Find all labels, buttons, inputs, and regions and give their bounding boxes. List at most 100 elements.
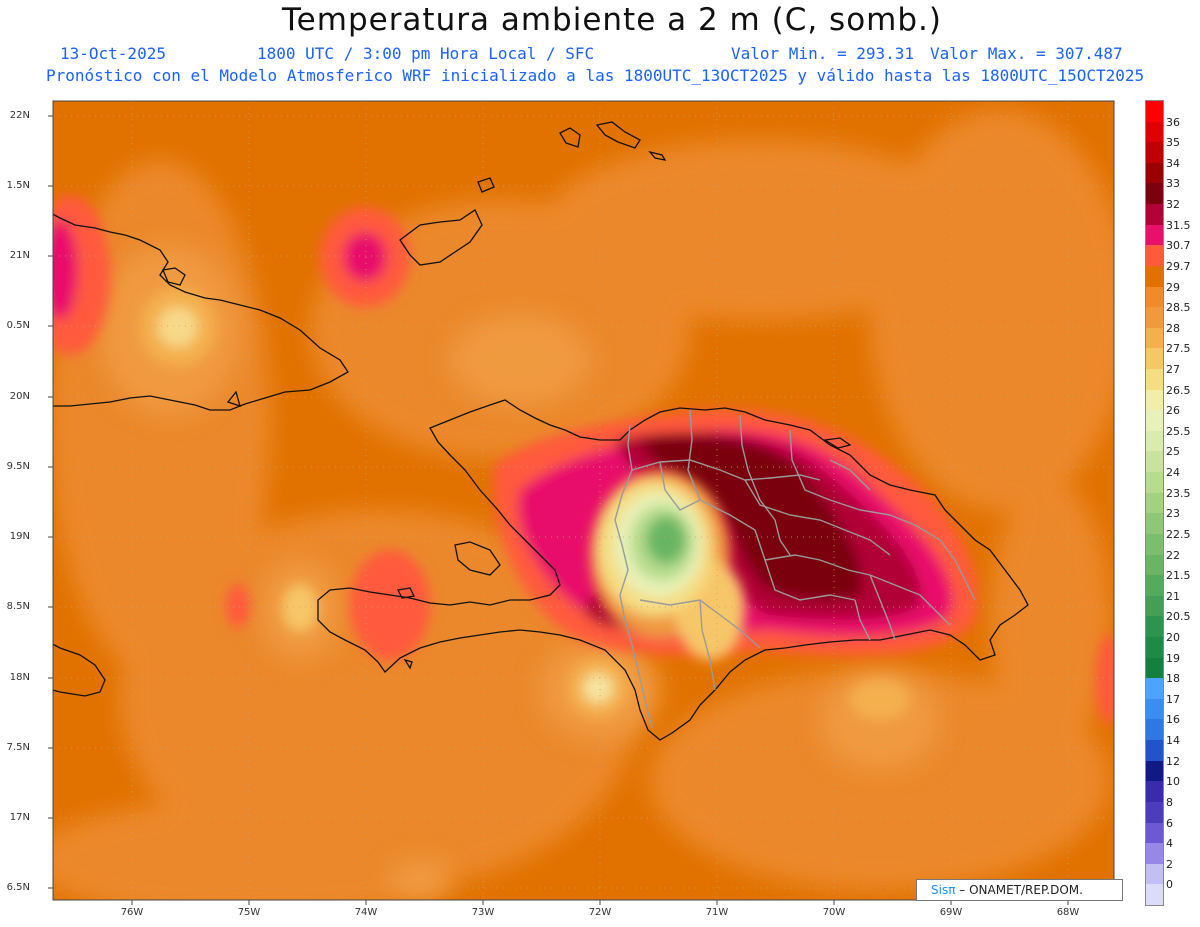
lat-label: 7.5N bbox=[6, 742, 30, 753]
colorbar-swatch bbox=[1146, 616, 1163, 638]
colorbar-swatch bbox=[1146, 121, 1163, 143]
colorbar-tick-label: 17 bbox=[1166, 692, 1180, 706]
colorbar-swatch bbox=[1146, 348, 1163, 370]
colorbar-tick-label: 26 bbox=[1166, 404, 1180, 418]
colorbar-tick-label: 22 bbox=[1166, 548, 1180, 562]
colorbar-swatch bbox=[1146, 101, 1163, 123]
lon-label: 70W bbox=[822, 907, 846, 918]
colorbar-swatch bbox=[1146, 822, 1163, 844]
colorbar-tick-label: 24 bbox=[1166, 466, 1180, 480]
colorbar-tick-label: 16 bbox=[1166, 713, 1180, 727]
lat-label: 1.5N bbox=[6, 180, 30, 191]
colorbar-swatch bbox=[1146, 637, 1163, 659]
colorbar-swatch bbox=[1146, 801, 1163, 824]
colorbar-swatch bbox=[1146, 327, 1163, 349]
colorbar-tick-label: 21 bbox=[1166, 589, 1180, 603]
colorbar bbox=[1145, 100, 1164, 906]
colorbar-tick-label: 29.7 bbox=[1166, 259, 1191, 273]
colorbar-swatch bbox=[1146, 863, 1163, 885]
colorbar-tick-label: 26.5 bbox=[1166, 383, 1191, 397]
colorbar-tick-label: 21.5 bbox=[1166, 569, 1191, 583]
colorbar-swatch bbox=[1146, 554, 1163, 576]
colorbar-swatch bbox=[1146, 162, 1163, 184]
lon-label: 75W bbox=[237, 907, 261, 918]
credit-org: – ONAMET/REP.DOM. bbox=[959, 883, 1083, 897]
colorbar-tick-label: 19 bbox=[1166, 651, 1180, 665]
colorbar-swatch bbox=[1146, 513, 1163, 535]
colorbar-tick-label: 27 bbox=[1166, 363, 1180, 376]
colorbar-tick-label: 25 bbox=[1166, 445, 1180, 459]
lon-label: 71W bbox=[705, 907, 729, 918]
lon-label: 74W bbox=[354, 907, 378, 918]
colorbar-swatch bbox=[1146, 781, 1163, 803]
colorbar-tick-label: 20.5 bbox=[1166, 610, 1191, 624]
lat-label: 8.5N bbox=[6, 601, 30, 612]
colorbar-swatch bbox=[1146, 410, 1163, 432]
colorbar-swatch bbox=[1146, 533, 1163, 556]
map-title: Temperatura ambiente a 2 m (C, somb.) bbox=[282, 2, 942, 38]
lat-label: 20N bbox=[9, 391, 30, 402]
colorbar-swatch bbox=[1146, 575, 1163, 597]
colorbar-tick-label: 27.5 bbox=[1166, 342, 1191, 356]
colorbar-swatch bbox=[1146, 245, 1163, 267]
colorbar-swatch bbox=[1146, 884, 1163, 906]
forecast-description: Pronóstico con el Modelo Atmosferico WRF… bbox=[46, 66, 1145, 85]
colorbar-swatch bbox=[1146, 657, 1163, 679]
colorbar-tick-label: 6 bbox=[1166, 816, 1173, 830]
colorbar-tick-label: 31.5 bbox=[1166, 218, 1191, 232]
colorbar-swatch bbox=[1146, 224, 1163, 246]
colorbar-swatch bbox=[1146, 719, 1163, 741]
colorbar-tick-label: 34 bbox=[1166, 156, 1180, 170]
colorbar-tick-label: 18 bbox=[1166, 672, 1180, 686]
max-value: Valor Max. = 307.487 bbox=[930, 44, 1123, 63]
colorbar-tick-label: 12 bbox=[1166, 754, 1180, 768]
colorbar-tick-label: 20 bbox=[1166, 631, 1180, 644]
colorbar-tick-label: 29 bbox=[1166, 280, 1180, 294]
lon-label: 69W bbox=[939, 907, 963, 918]
lon-label: 72W bbox=[588, 907, 612, 918]
colorbar-tick-label: 33 bbox=[1166, 177, 1180, 191]
colorbar-tick-label: 28.5 bbox=[1166, 301, 1191, 315]
forecast-date: 13-Oct-2025 bbox=[60, 44, 166, 63]
colorbar-tick-label: 4 bbox=[1166, 837, 1173, 851]
credit-brand: Sisπ bbox=[931, 883, 956, 897]
colorbar-tick-label: 2 bbox=[1166, 857, 1173, 871]
lat-label: 21N bbox=[9, 250, 30, 261]
coastlines bbox=[53, 121, 1029, 741]
colorbar-tick-label: 10 bbox=[1166, 775, 1180, 789]
colorbar-swatch bbox=[1146, 678, 1163, 700]
colorbar-swatch bbox=[1146, 142, 1163, 164]
colorbar-swatch bbox=[1146, 307, 1163, 329]
lat-label: 17N bbox=[9, 812, 30, 823]
colorbar-tick-label: 32 bbox=[1166, 198, 1180, 212]
lon-label: 73W bbox=[471, 907, 495, 918]
lat-label: 0.5N bbox=[6, 320, 30, 331]
colorbar-swatch bbox=[1146, 265, 1163, 288]
colorbar-tick-label: 14 bbox=[1166, 734, 1180, 748]
colorbar-tick-label: 30.7 bbox=[1166, 239, 1191, 253]
lat-label: 22N bbox=[9, 110, 30, 121]
temperature-field bbox=[53, 101, 1114, 900]
colorbar-swatch bbox=[1146, 430, 1163, 452]
credit-box: Sisπ – ONAMET/REP.DOM. bbox=[916, 879, 1123, 901]
province-borders bbox=[614, 409, 976, 729]
colorbar-tick-label: 23 bbox=[1166, 507, 1180, 521]
min-value: Valor Min. = 293.31 bbox=[731, 44, 915, 63]
colorbar-tick-label: 35 bbox=[1166, 136, 1180, 150]
colorbar-tick-label: 0 bbox=[1166, 878, 1173, 892]
colorbar-swatch bbox=[1146, 369, 1163, 391]
colorbar-swatch bbox=[1146, 760, 1163, 782]
colorbar-swatch bbox=[1146, 595, 1163, 617]
colorbar-tick-label: 25.5 bbox=[1166, 424, 1191, 438]
lat-label: 19N bbox=[9, 531, 30, 542]
lat-label: 18N bbox=[9, 672, 30, 683]
lon-label: 68W bbox=[1056, 907, 1080, 918]
colorbar-swatch bbox=[1146, 389, 1163, 411]
colorbar-tick-label: 36 bbox=[1166, 115, 1180, 129]
colorbar-tick-label: 28 bbox=[1166, 321, 1180, 335]
colorbar-swatch bbox=[1146, 286, 1163, 308]
colorbar-swatch bbox=[1146, 204, 1163, 226]
forecast-time: 1800 UTC / 3:00 pm Hora Local / SFC bbox=[257, 44, 595, 63]
lat-label: 9.5N bbox=[6, 461, 30, 472]
